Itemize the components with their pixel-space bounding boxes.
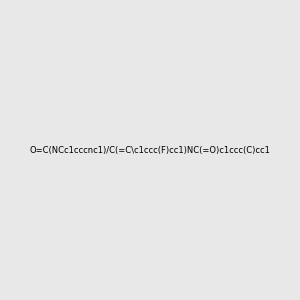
Text: O=C(NCc1cccnc1)/C(=C\c1ccc(F)cc1)NC(=O)c1ccc(C)cc1: O=C(NCc1cccnc1)/C(=C\c1ccc(F)cc1)NC(=O)c… bbox=[30, 146, 270, 154]
